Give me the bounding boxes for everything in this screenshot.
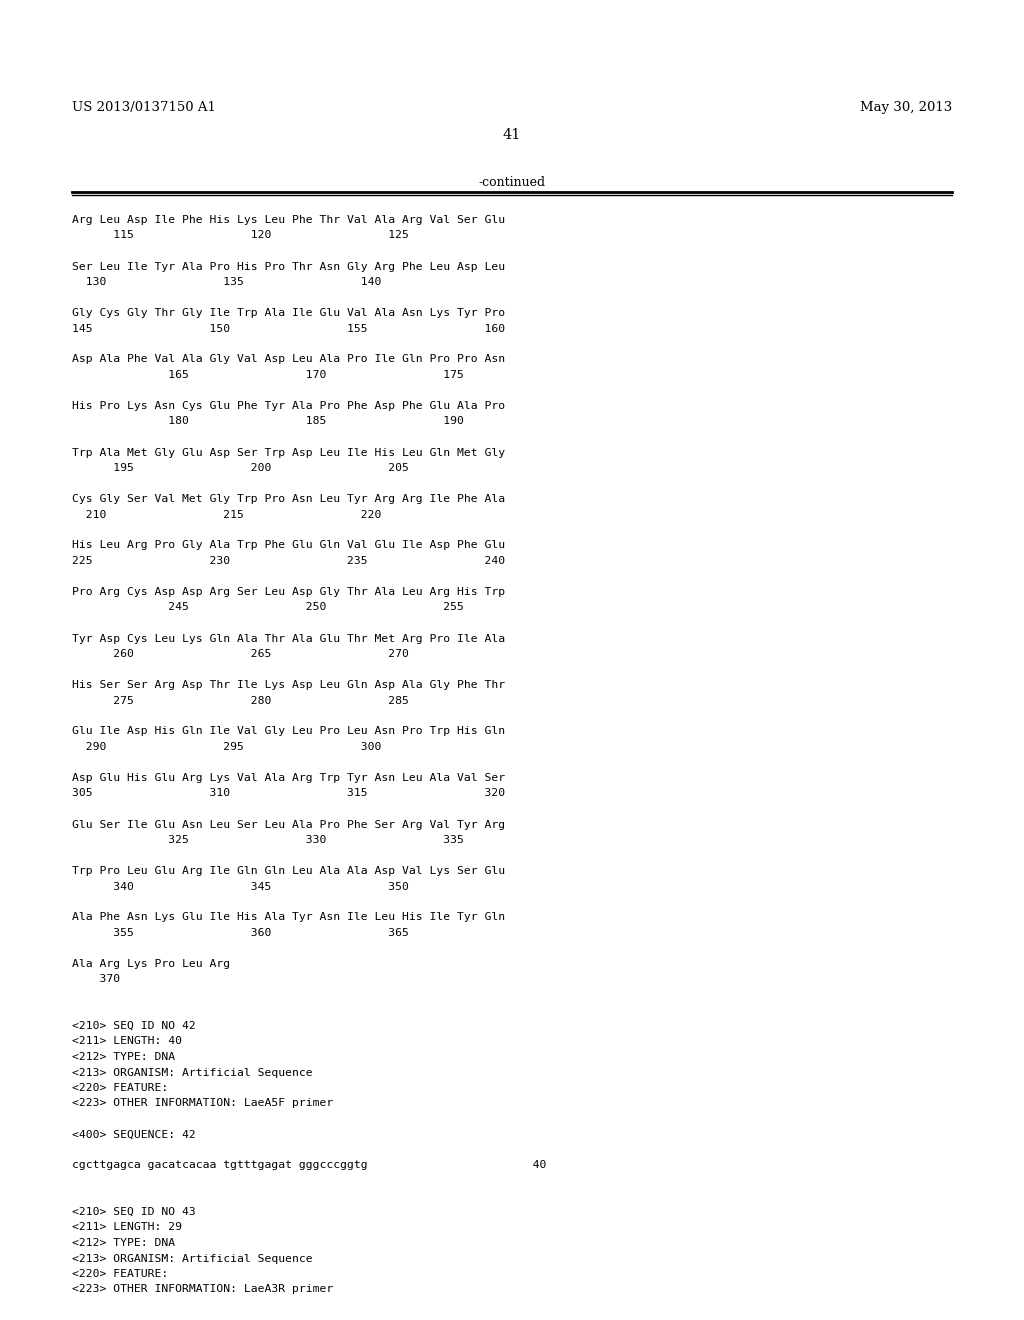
Text: May 30, 2013: May 30, 2013 [860, 102, 952, 115]
Text: 260                 265                 270: 260 265 270 [72, 649, 409, 659]
Text: 370: 370 [72, 974, 120, 985]
Text: 130                 135                 140: 130 135 140 [72, 277, 381, 286]
Text: Ala Phe Asn Lys Glu Ile His Ala Tyr Asn Ile Leu His Ile Tyr Gln: Ala Phe Asn Lys Glu Ile His Ala Tyr Asn … [72, 912, 505, 923]
Text: 195                 200                 205: 195 200 205 [72, 463, 409, 473]
Text: Trp Ala Met Gly Glu Asp Ser Trp Asp Leu Ile His Leu Gln Met Gly: Trp Ala Met Gly Glu Asp Ser Trp Asp Leu … [72, 447, 505, 458]
Text: Asp Glu His Glu Arg Lys Val Ala Arg Trp Tyr Asn Leu Ala Val Ser: Asp Glu His Glu Arg Lys Val Ala Arg Trp … [72, 774, 505, 783]
Text: Ala Arg Lys Pro Leu Arg: Ala Arg Lys Pro Leu Arg [72, 960, 230, 969]
Text: Glu Ser Ile Glu Asn Leu Ser Leu Ala Pro Phe Ser Arg Val Tyr Arg: Glu Ser Ile Glu Asn Leu Ser Leu Ala Pro … [72, 820, 505, 829]
Text: 245                 250                 255: 245 250 255 [72, 602, 464, 612]
Text: <210> SEQ ID NO 42: <210> SEQ ID NO 42 [72, 1020, 196, 1031]
Text: 145                 150                 155                 160: 145 150 155 160 [72, 323, 505, 334]
Text: -continued: -continued [478, 177, 546, 190]
Text: His Ser Ser Arg Asp Thr Ile Lys Asp Leu Gln Asp Ala Gly Phe Thr: His Ser Ser Arg Asp Thr Ile Lys Asp Leu … [72, 680, 505, 690]
Text: <400> SEQUENCE: 42: <400> SEQUENCE: 42 [72, 1130, 196, 1139]
Text: <210> SEQ ID NO 43: <210> SEQ ID NO 43 [72, 1206, 196, 1217]
Text: <220> FEATURE:: <220> FEATURE: [72, 1269, 168, 1279]
Text: 325                 330                 335: 325 330 335 [72, 836, 464, 845]
Text: <211> LENGTH: 40: <211> LENGTH: 40 [72, 1036, 182, 1047]
Text: <223> OTHER INFORMATION: LaeA5F primer: <223> OTHER INFORMATION: LaeA5F primer [72, 1098, 333, 1109]
Text: Arg Leu Asp Ile Phe His Lys Leu Phe Thr Val Ala Arg Val Ser Glu: Arg Leu Asp Ile Phe His Lys Leu Phe Thr … [72, 215, 505, 224]
Text: Asp Ala Phe Val Ala Gly Val Asp Leu Ala Pro Ile Gln Pro Pro Asn: Asp Ala Phe Val Ala Gly Val Asp Leu Ala … [72, 355, 505, 364]
Text: <213> ORGANISM: Artificial Sequence: <213> ORGANISM: Artificial Sequence [72, 1068, 312, 1077]
Text: Pro Arg Cys Asp Asp Arg Ser Leu Asp Gly Thr Ala Leu Arg His Trp: Pro Arg Cys Asp Asp Arg Ser Leu Asp Gly … [72, 587, 505, 597]
Text: Ser Leu Ile Tyr Ala Pro His Pro Thr Asn Gly Arg Phe Leu Asp Leu: Ser Leu Ile Tyr Ala Pro His Pro Thr Asn … [72, 261, 505, 272]
Text: <213> ORGANISM: Artificial Sequence: <213> ORGANISM: Artificial Sequence [72, 1254, 312, 1263]
Text: 305                 310                 315                 320: 305 310 315 320 [72, 788, 505, 799]
Text: <211> LENGTH: 29: <211> LENGTH: 29 [72, 1222, 182, 1233]
Text: <223> OTHER INFORMATION: LaeA3R primer: <223> OTHER INFORMATION: LaeA3R primer [72, 1284, 333, 1295]
Text: Glu Ile Asp His Gln Ile Val Gly Leu Pro Leu Asn Pro Trp His Gln: Glu Ile Asp His Gln Ile Val Gly Leu Pro … [72, 726, 505, 737]
Text: His Pro Lys Asn Cys Glu Phe Tyr Ala Pro Phe Asp Phe Glu Ala Pro: His Pro Lys Asn Cys Glu Phe Tyr Ala Pro … [72, 401, 505, 411]
Text: Tyr Asp Cys Leu Lys Gln Ala Thr Ala Glu Thr Met Arg Pro Ile Ala: Tyr Asp Cys Leu Lys Gln Ala Thr Ala Glu … [72, 634, 505, 644]
Text: cgcttgagca gacatcacaa tgtttgagat gggcccggtg                        40: cgcttgagca gacatcacaa tgtttgagat gggcccg… [72, 1160, 547, 1171]
Text: 290                 295                 300: 290 295 300 [72, 742, 381, 752]
Text: 41: 41 [503, 128, 521, 143]
Text: <212> TYPE: DNA: <212> TYPE: DNA [72, 1052, 175, 1063]
Text: 115                 120                 125: 115 120 125 [72, 231, 409, 240]
Text: <212> TYPE: DNA: <212> TYPE: DNA [72, 1238, 175, 1247]
Text: 275                 280                 285: 275 280 285 [72, 696, 409, 705]
Text: 180                 185                 190: 180 185 190 [72, 417, 464, 426]
Text: Gly Cys Gly Thr Gly Ile Trp Ala Ile Glu Val Ala Asn Lys Tyr Pro: Gly Cys Gly Thr Gly Ile Trp Ala Ile Glu … [72, 308, 505, 318]
Text: 210                 215                 220: 210 215 220 [72, 510, 381, 520]
Text: 340                 345                 350: 340 345 350 [72, 882, 409, 891]
Text: US 2013/0137150 A1: US 2013/0137150 A1 [72, 102, 216, 115]
Text: <220> FEATURE:: <220> FEATURE: [72, 1082, 168, 1093]
Text: Cys Gly Ser Val Met Gly Trp Pro Asn Leu Tyr Arg Arg Ile Phe Ala: Cys Gly Ser Val Met Gly Trp Pro Asn Leu … [72, 494, 505, 504]
Text: Trp Pro Leu Glu Arg Ile Gln Gln Leu Ala Ala Asp Val Lys Ser Glu: Trp Pro Leu Glu Arg Ile Gln Gln Leu Ala … [72, 866, 505, 876]
Text: 165                 170                 175: 165 170 175 [72, 370, 464, 380]
Text: 355                 360                 365: 355 360 365 [72, 928, 409, 939]
Text: His Leu Arg Pro Gly Ala Trp Phe Glu Gln Val Glu Ile Asp Phe Glu: His Leu Arg Pro Gly Ala Trp Phe Glu Gln … [72, 540, 505, 550]
Text: 225                 230                 235                 240: 225 230 235 240 [72, 556, 505, 566]
